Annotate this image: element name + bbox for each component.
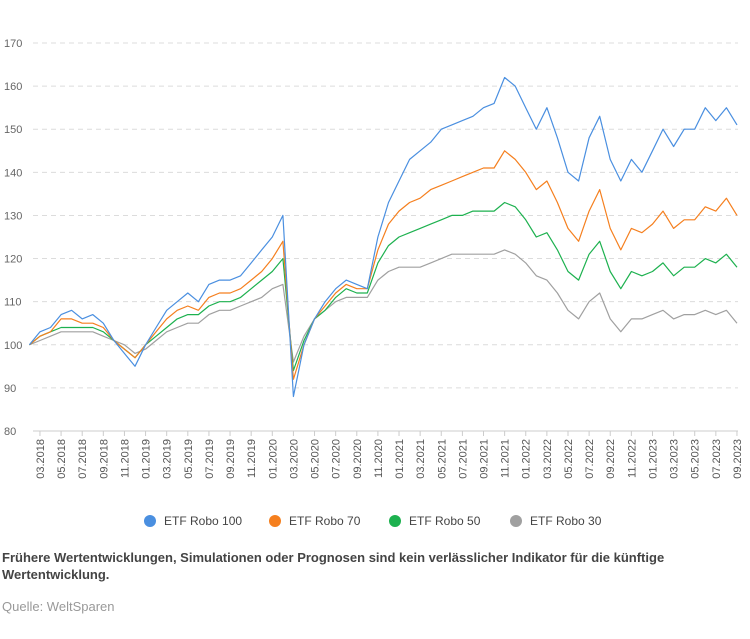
x-tick-label: 01.2023: [647, 439, 659, 479]
x-tick-label: 01.2021: [394, 439, 406, 479]
y-tick-label: 130: [4, 210, 22, 222]
y-tick-label: 140: [4, 167, 22, 179]
x-tick-label: 05.2019: [183, 439, 195, 479]
y-tick-label: 120: [4, 254, 22, 266]
disclaimer-note: Frühere Wertentwicklungen, Simulationen …: [2, 550, 665, 582]
x-tick-label: 05.2018: [56, 439, 68, 479]
x-tick-label: 07.2019: [204, 439, 216, 479]
x-tick-label: 09.2020: [352, 439, 364, 479]
series-line-etf-robo-50: [29, 201, 738, 372]
x-tick-label: 09.2023: [732, 439, 744, 479]
y-tick-label: 100: [4, 340, 22, 352]
y-tick-label: 150: [4, 124, 22, 136]
x-tick-label: 07.2021: [457, 439, 469, 479]
x-tick-label: 11.2022: [626, 439, 638, 478]
x-tick-label: 03.2020: [288, 439, 300, 479]
y-tick-label: 80: [4, 426, 16, 438]
legend-marker[interactable]: [144, 515, 156, 527]
series-line-etf-robo-100: [28, 76, 738, 398]
x-tick-label: 07.2023: [711, 439, 723, 479]
x-tick-label: 11.2020: [373, 439, 385, 478]
x-tick-label: 03.2022: [542, 439, 554, 479]
x-tick-label: 11.2018: [119, 439, 131, 478]
y-tick-label: 110: [4, 297, 22, 309]
legend-marker[interactable]: [269, 515, 281, 527]
x-tick-label: 07.2022: [584, 439, 596, 479]
x-tick-label: 03.2023: [669, 439, 681, 479]
x-tick-label: 03.2021: [415, 439, 427, 479]
x-tick-label: 11.2019: [246, 439, 258, 478]
y-tick-label: 160: [4, 81, 22, 93]
x-tick-label: 11.2021: [500, 439, 512, 478]
x-tick-label: 09.2019: [225, 439, 237, 479]
legend-marker[interactable]: [389, 515, 401, 527]
legend-item-label[interactable]: ETF Robo 50: [409, 514, 481, 528]
line-chart: 80 90 100 110 120 130 140 150 160 170 03.2018 05.20…: [4, 38, 744, 528]
x-tick-label: 05.2021: [436, 439, 448, 479]
x-tick-label: 01.2020: [267, 439, 279, 479]
x-tick-label: 09.2021: [479, 439, 491, 479]
x-tick-label: 03.2019: [162, 439, 174, 479]
x-tick-label: 03.2018: [35, 439, 47, 479]
x-tick-label: 09.2018: [98, 439, 110, 479]
x-tick-label: 09.2022: [605, 439, 617, 479]
y-tick-label: 90: [4, 383, 16, 395]
legend-item-label[interactable]: ETF Robo 100: [164, 514, 242, 528]
legend-marker[interactable]: [510, 515, 522, 527]
x-tick-label: 01.2019: [141, 439, 153, 479]
x-tick-label: 01.2022: [521, 439, 533, 479]
legend-item-label[interactable]: ETF Robo 30: [530, 514, 602, 528]
legend-item-label[interactable]: ETF Robo 70: [289, 514, 361, 528]
y-tick-label: 170: [4, 38, 22, 50]
x-tick-label: 07.2018: [77, 439, 89, 479]
series-line-etf-robo-30: [29, 249, 738, 363]
source-label: Quelle: WeltSparen: [2, 599, 115, 614]
x-tick-label: 05.2020: [310, 439, 322, 479]
x-tick-label: 07.2020: [331, 439, 343, 479]
x-tick-label: 05.2022: [563, 439, 575, 479]
x-tick-label: 05.2023: [690, 439, 702, 479]
